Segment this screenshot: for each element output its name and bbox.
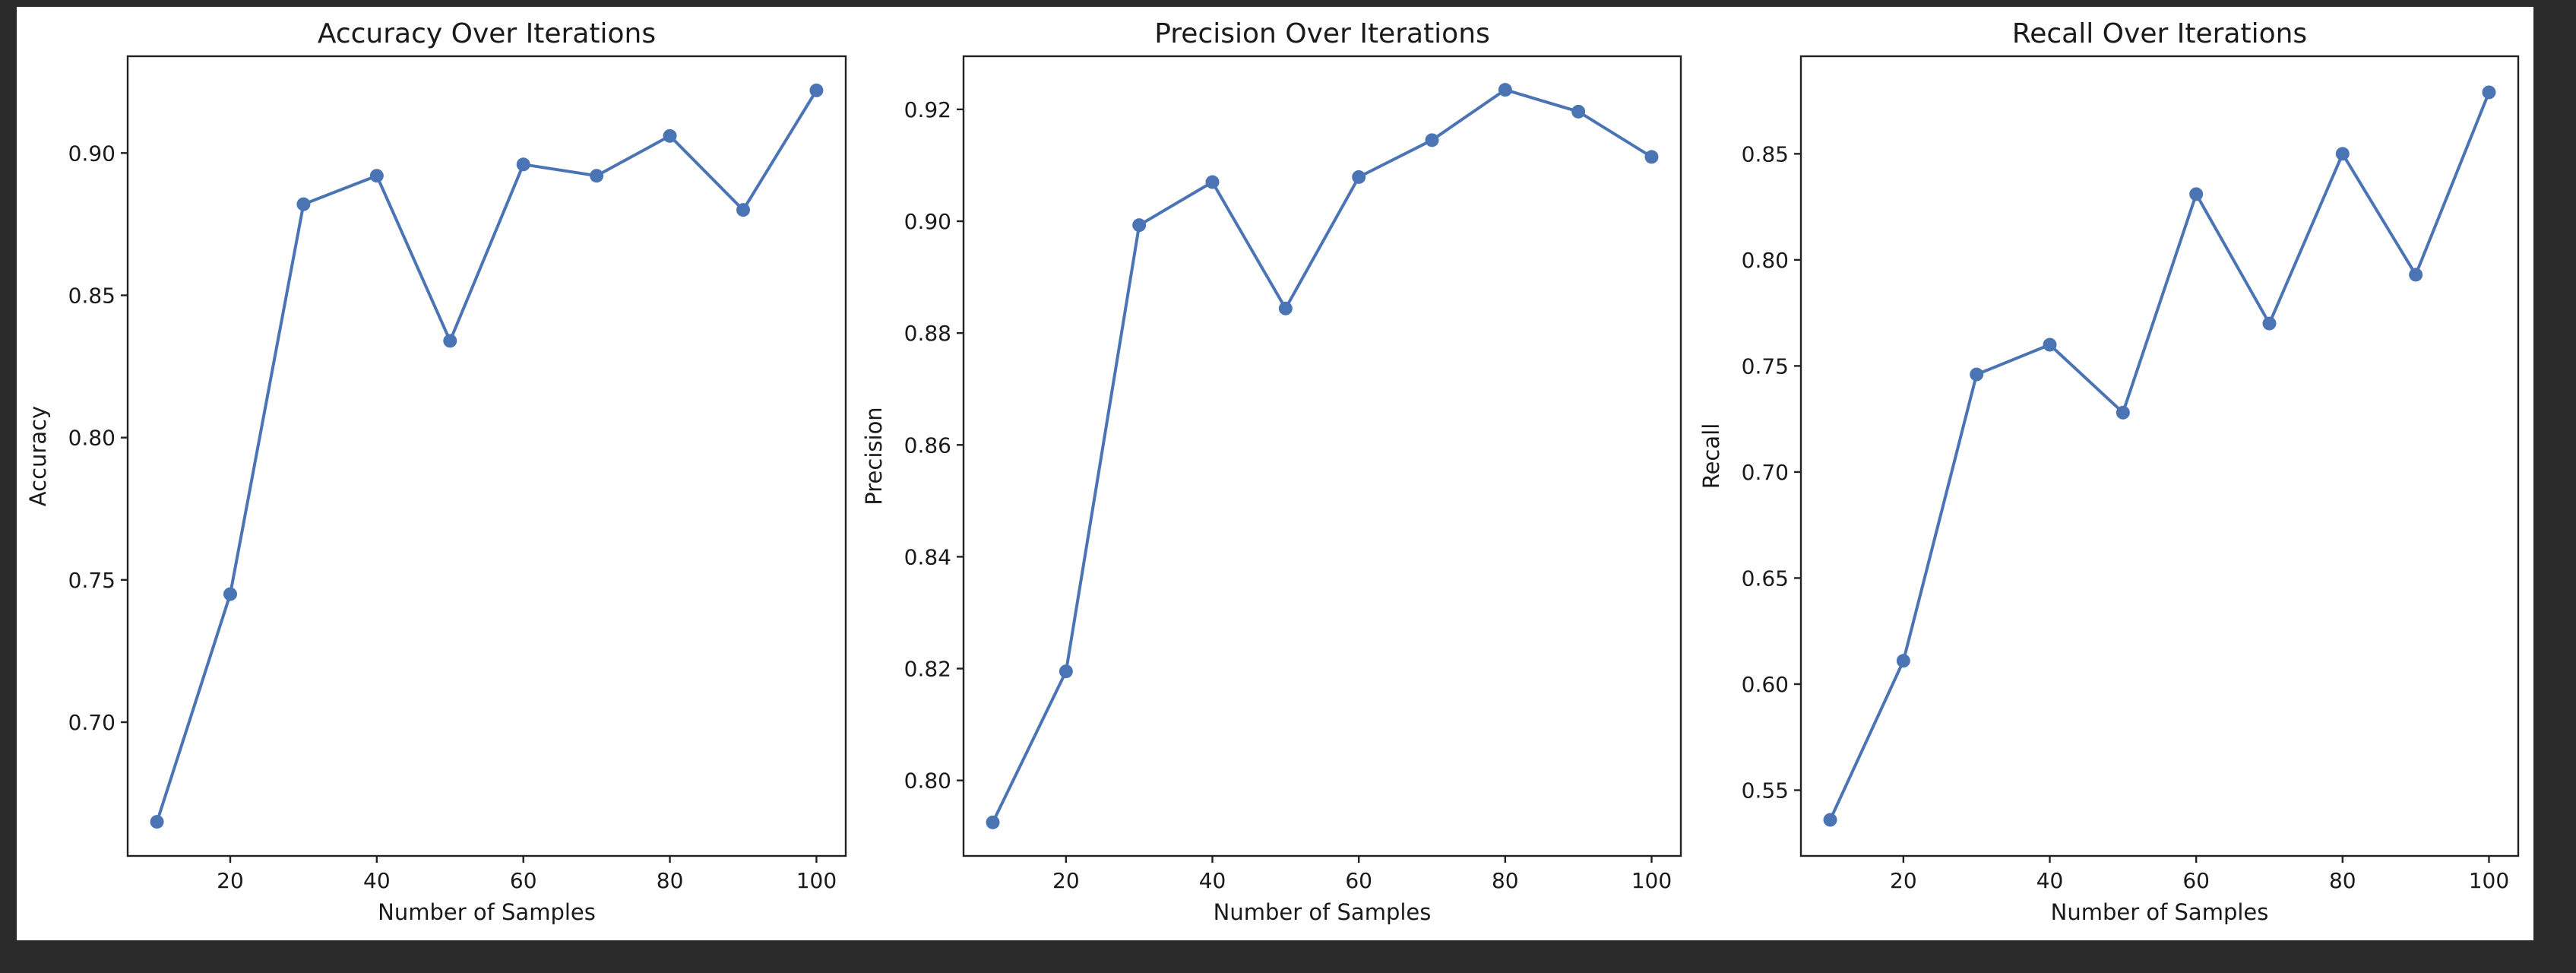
recall-chart: Recall Over Iterations Number of Samples… (1698, 18, 2520, 925)
y-tick-label: 0.92 (904, 97, 951, 122)
x-axis-label: Number of Samples (1214, 899, 1432, 925)
y-tick-label: 0.80 (1742, 248, 1789, 273)
chart-title: Accuracy Over Iterations (318, 18, 656, 49)
data-point (2409, 268, 2423, 282)
x-axis-label: Number of Samples (378, 899, 596, 925)
x-tick-label: 80 (2329, 868, 2356, 893)
accuracy-chart: Accuracy Over Iterations Number of Sampl… (25, 18, 847, 925)
data-point (590, 169, 604, 183)
data-point (663, 128, 677, 143)
data-point (736, 203, 750, 217)
y-axis-label: Accuracy (25, 406, 51, 506)
y-axis: 0.70 0.75 0.80 0.85 0.90 (68, 141, 128, 735)
x-tick-label: 100 (2469, 868, 2509, 893)
data-point (809, 83, 824, 97)
y-tick-label: 0.80 (68, 426, 116, 451)
data-point (2116, 405, 2130, 420)
plot-area (986, 83, 1659, 829)
data-point (369, 169, 384, 183)
y-tick-label: 0.70 (1742, 460, 1789, 485)
chart-title: Recall Over Iterations (2012, 18, 2307, 49)
y-tick-label: 0.55 (1742, 778, 1789, 803)
y-tick-label: 0.80 (904, 769, 951, 794)
y-axis: 0.80 0.82 0.84 0.86 0.88 0.90 0.92 (904, 97, 964, 794)
y-tick-label: 0.88 (904, 321, 951, 346)
x-tick-label: 80 (657, 868, 684, 893)
y-tick-label: 0.85 (1742, 141, 1789, 166)
plot-area (150, 83, 824, 829)
y-tick-label: 0.84 (904, 544, 951, 569)
data-point (1896, 654, 1910, 668)
plot-area (1823, 85, 2496, 827)
y-axis: 0.55 0.60 0.65 0.70 0.75 0.80 0.85 (1742, 141, 1801, 803)
data-point (2043, 338, 2057, 352)
x-axis: 20 40 60 80 100 (1052, 856, 1672, 893)
data-point (1644, 150, 1659, 164)
x-tick-label: 40 (1199, 868, 1226, 893)
data-point (1278, 301, 1293, 315)
data-point (2335, 147, 2350, 161)
y-tick-label: 0.60 (1742, 672, 1789, 697)
plot-frame (126, 55, 847, 857)
x-tick-label: 20 (217, 868, 244, 893)
data-point (1352, 170, 1366, 184)
x-tick-label: 60 (2182, 868, 2210, 893)
y-tick-label: 0.86 (904, 433, 951, 458)
x-tick-label: 100 (796, 868, 837, 893)
y-tick-label: 0.85 (68, 283, 116, 308)
data-point (1205, 175, 1220, 189)
x-tick-label: 20 (1052, 868, 1080, 893)
x-axis: 20 40 60 80 100 (1890, 856, 2509, 893)
y-tick-label: 0.82 (904, 657, 951, 682)
y-tick-label: 0.70 (68, 710, 116, 735)
data-point (1059, 664, 1073, 679)
data-point (1970, 367, 1984, 382)
y-tick-label: 0.90 (904, 209, 951, 234)
plot-frame (962, 55, 1682, 857)
x-tick-label: 40 (2036, 868, 2064, 893)
x-tick-label: 20 (1890, 868, 1917, 893)
precision-chart: Precision Over Iterations Number of Samp… (861, 18, 1682, 925)
y-tick-label: 0.65 (1742, 566, 1789, 591)
y-tick-label: 0.90 (68, 141, 116, 166)
data-point (986, 815, 1000, 829)
x-axis-label: Number of Samples (2051, 899, 2269, 925)
data-point (2189, 187, 2204, 201)
data-point (1823, 813, 1837, 827)
y-axis-label: Recall (1698, 423, 1724, 490)
x-tick-label: 80 (1492, 868, 1519, 893)
series-line (1828, 91, 2491, 821)
x-tick-label: 40 (363, 868, 391, 893)
figure-canvas: Accuracy Over Iterations Number of Sampl… (25, 18, 2520, 925)
data-point (223, 587, 237, 601)
data-point (150, 815, 164, 829)
data-point (2482, 85, 2496, 100)
data-point (516, 157, 530, 172)
y-axis-label: Precision (861, 407, 887, 505)
series-line (155, 89, 818, 822)
x-tick-label: 60 (510, 868, 537, 893)
plot-frame (1799, 55, 2520, 857)
data-point (1498, 83, 1512, 97)
data-point (1571, 104, 1586, 119)
data-point (1425, 133, 1439, 147)
data-point (296, 197, 311, 211)
data-point (443, 334, 457, 348)
figure: Accuracy Over Iterations Number of Sampl… (17, 7, 2533, 940)
data-point (2262, 316, 2277, 331)
data-point (1132, 218, 1147, 233)
series-line (991, 88, 1653, 823)
y-tick-label: 0.75 (1742, 353, 1789, 379)
y-tick-label: 0.75 (68, 568, 116, 593)
x-tick-label: 60 (1345, 868, 1372, 893)
chart-title: Precision Over Iterations (1154, 18, 1490, 49)
x-tick-label: 100 (1631, 868, 1672, 893)
x-axis: 20 40 60 80 100 (217, 856, 837, 893)
